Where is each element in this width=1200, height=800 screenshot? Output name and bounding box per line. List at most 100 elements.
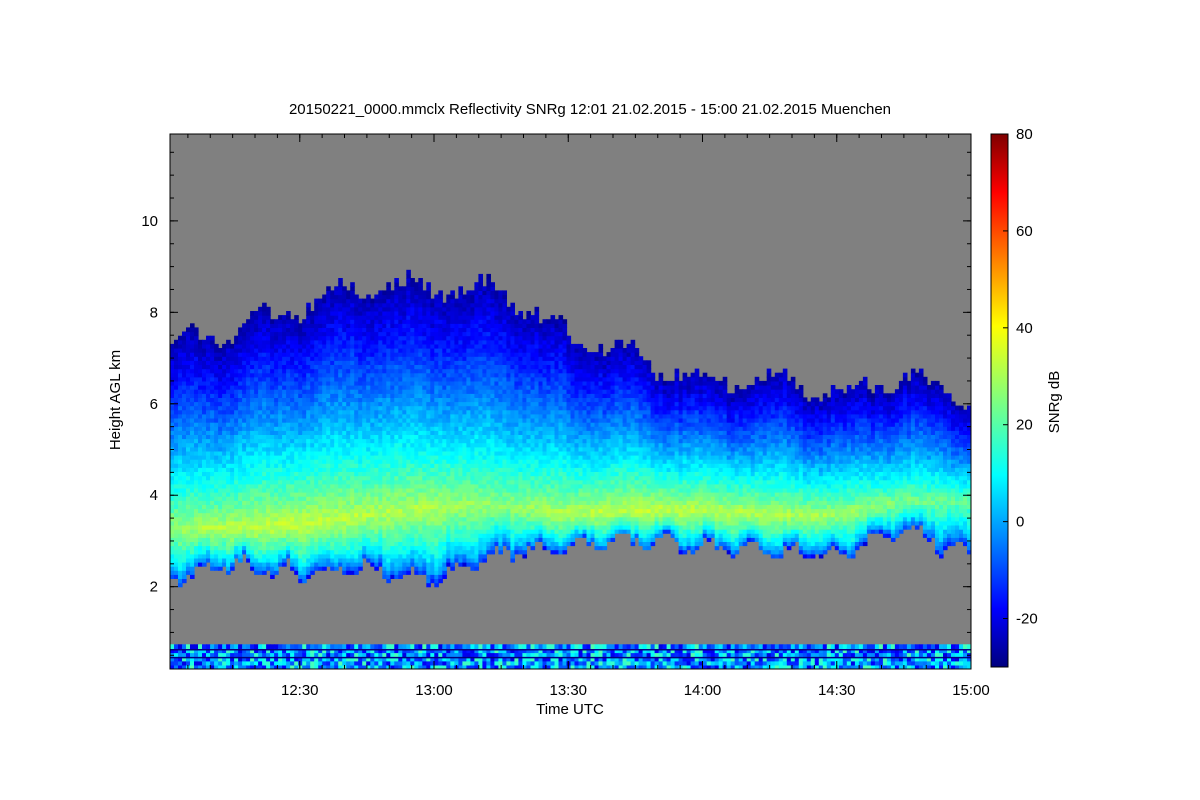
heatmap-cell — [302, 319, 307, 324]
heatmap-cell — [318, 335, 323, 341]
heatmap-cell — [446, 471, 451, 477]
heatmap-cell — [298, 664, 303, 669]
heatmap-cell — [394, 282, 399, 287]
heatmap-cell — [338, 335, 343, 341]
heatmap-cell — [370, 664, 375, 669]
heatmap-cell — [378, 397, 383, 403]
heatmap-cell — [350, 286, 355, 291]
heatmap-cell — [346, 372, 351, 378]
heatmap-cell — [378, 298, 383, 304]
heatmap-cell — [210, 537, 215, 542]
heatmap-cell — [326, 372, 331, 378]
heatmap-cell — [206, 360, 211, 365]
heatmap-cell — [294, 479, 299, 485]
heatmap-cell — [298, 434, 303, 440]
heatmap-cell — [450, 438, 455, 444]
heatmap-cell — [298, 652, 303, 658]
heatmap-cell — [402, 492, 407, 497]
heatmap-cell — [206, 541, 211, 547]
heatmap-cell — [386, 385, 391, 390]
heatmap-cell — [298, 508, 303, 514]
heatmap-cell — [394, 455, 399, 460]
heatmap-cell — [382, 492, 387, 497]
heatmap-cell — [230, 430, 235, 435]
heatmap-cell — [310, 380, 315, 386]
heatmap-cell — [338, 311, 343, 316]
heatmap-cell — [282, 500, 287, 505]
heatmap-cell — [270, 520, 275, 526]
heatmap-cell — [394, 442, 399, 448]
heatmap-cell — [386, 331, 391, 337]
heatmap-cell — [274, 442, 279, 448]
heatmap-cell — [426, 492, 431, 497]
heatmap-cell — [254, 471, 259, 477]
heatmap-cell — [306, 566, 311, 571]
heatmap-cell — [442, 562, 447, 567]
heatmap-cell — [178, 463, 183, 468]
heatmap-cell — [278, 343, 283, 349]
heatmap-cell — [442, 438, 447, 444]
heatmap-cell — [374, 352, 379, 357]
heatmap-cell — [190, 664, 195, 669]
heatmap-cell — [318, 479, 323, 485]
heatmap-cell — [278, 463, 283, 468]
heatmap-cell — [278, 335, 283, 341]
heatmap-cell — [218, 409, 223, 415]
heatmap-cell — [346, 360, 351, 365]
heatmap-cell — [434, 389, 439, 394]
heatmap-cell — [306, 393, 311, 398]
heatmap-cell — [342, 533, 347, 538]
heatmap-cell — [262, 385, 267, 390]
heatmap-cell — [346, 541, 351, 547]
heatmap-cell — [182, 553, 187, 559]
heatmap-cell — [414, 508, 419, 514]
heatmap-cell — [266, 459, 271, 464]
heatmap-cell — [326, 537, 331, 542]
heatmap-cell — [202, 553, 207, 559]
heatmap-cell — [446, 455, 451, 460]
heatmap-cell — [370, 446, 375, 452]
heatmap-cell — [194, 397, 199, 403]
heatmap-cell — [402, 537, 407, 542]
heatmap-cell — [398, 566, 403, 571]
heatmap-cell — [246, 319, 251, 324]
heatmap-cell — [206, 446, 211, 452]
heatmap-cell — [414, 656, 419, 662]
heatmap-cell — [426, 664, 431, 669]
heatmap-cell — [238, 533, 243, 538]
heatmap-cell — [182, 364, 187, 370]
heatmap-cell — [362, 323, 367, 328]
heatmap-cell — [210, 664, 215, 669]
heatmap-cell — [222, 405, 227, 411]
heatmap-cell — [190, 652, 195, 658]
heatmap-cell — [378, 343, 383, 349]
heatmap-cell — [214, 557, 219, 563]
heatmap-cell — [190, 331, 195, 337]
heatmap-cell — [358, 512, 363, 518]
heatmap-cell — [190, 343, 195, 349]
heatmap-cell — [178, 459, 183, 464]
heatmap-cell — [418, 537, 423, 542]
heatmap-cell — [434, 343, 439, 349]
heatmap-cell — [246, 413, 251, 419]
heatmap-cell — [186, 397, 191, 403]
heatmap-cell — [174, 343, 179, 349]
heatmap-cell — [170, 380, 175, 386]
heatmap-cell — [250, 553, 255, 559]
heatmap-cell — [338, 529, 343, 534]
heatmap-cell — [278, 315, 283, 320]
heatmap-cell — [410, 664, 415, 669]
heatmap-cell — [446, 426, 451, 431]
heatmap-cell — [382, 434, 387, 440]
heatmap-cell — [214, 471, 219, 477]
heatmap-cell — [254, 327, 259, 333]
heatmap-cell — [370, 426, 375, 431]
heatmap-cell — [338, 471, 343, 477]
heatmap-cell — [374, 393, 379, 398]
heatmap-cell — [434, 385, 439, 390]
heatmap-cell — [190, 479, 195, 485]
heatmap-cell — [294, 348, 299, 353]
heatmap-cell — [414, 487, 419, 493]
heatmap-cell — [262, 401, 267, 407]
heatmap-cell — [402, 475, 407, 481]
